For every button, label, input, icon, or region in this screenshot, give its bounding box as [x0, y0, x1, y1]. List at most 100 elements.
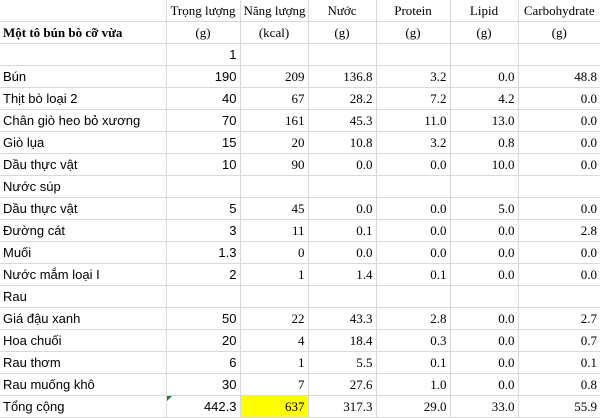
weight-value[interactable]: 20	[166, 329, 241, 352]
water-value[interactable]: 136.8	[308, 65, 377, 88]
ingredient-name[interactable]: Dầu thực vật	[0, 153, 167, 176]
ingredient-name[interactable]: Rau thơm	[0, 351, 167, 374]
weight-value[interactable]: 15	[166, 131, 241, 154]
energy-value[interactable]: 0	[240, 241, 309, 264]
ingredient-name[interactable]: Chân giò heo bỏ xương	[0, 109, 167, 132]
col-header-protein[interactable]: Protein	[376, 0, 451, 22]
cell-blank[interactable]	[450, 175, 519, 198]
col-header-energy[interactable]: Năng lượng	[240, 0, 309, 22]
section-title-soup[interactable]: Nước súp	[0, 175, 167, 198]
dish-label[interactable]: Một tô bún bò cỡ vừa	[0, 21, 167, 44]
weight-value[interactable]: 50	[166, 307, 241, 330]
protein-value[interactable]: 11.0	[376, 109, 451, 132]
water-value[interactable]: 1.4	[308, 263, 377, 286]
energy-value[interactable]: 67	[240, 87, 309, 110]
carb-value[interactable]: 0.0	[518, 153, 600, 176]
ingredient-name[interactable]: Thịt bò loại 2	[0, 87, 167, 110]
cell-blank[interactable]	[166, 285, 241, 308]
protein-value[interactable]: 3.2	[376, 131, 451, 154]
total-water[interactable]: 317.3	[308, 395, 377, 418]
lipid-value[interactable]: 10.0	[450, 153, 519, 176]
water-value[interactable]: 18.4	[308, 329, 377, 352]
cell-blank[interactable]	[166, 175, 241, 198]
total-protein[interactable]: 29.0	[376, 395, 451, 418]
lipid-value[interactable]: 0.0	[450, 373, 519, 396]
water-value[interactable]: 5.5	[308, 351, 377, 374]
cell-blank[interactable]	[240, 285, 309, 308]
ingredient-name[interactable]: Giò lụa	[0, 131, 167, 154]
portion-count[interactable]: 1	[166, 43, 241, 66]
water-value[interactable]: 43.3	[308, 307, 377, 330]
cell-blank[interactable]	[240, 43, 309, 66]
total-lipid[interactable]: 33.0	[450, 395, 519, 418]
section-title-vegetables[interactable]: Rau	[0, 285, 167, 308]
ingredient-name[interactable]: Bún	[0, 65, 167, 88]
carb-value[interactable]: 0.0	[518, 241, 600, 264]
weight-value[interactable]: 10	[166, 153, 241, 176]
cell-blank[interactable]	[450, 43, 519, 66]
lipid-value[interactable]: 0.0	[450, 307, 519, 330]
unit-water[interactable]: (g)	[308, 21, 377, 44]
ingredient-name[interactable]: Hoa chuối	[0, 329, 167, 352]
col-header-water[interactable]: Nước	[308, 0, 377, 22]
energy-value[interactable]: 4	[240, 329, 309, 352]
protein-value[interactable]: 2.8	[376, 307, 451, 330]
energy-value[interactable]: 209	[240, 65, 309, 88]
carb-value[interactable]: 2.7	[518, 307, 600, 330]
protein-value[interactable]: 7.2	[376, 87, 451, 110]
protein-value[interactable]: 0.0	[376, 153, 451, 176]
lipid-value[interactable]: 0.0	[450, 65, 519, 88]
total-label[interactable]: Tổng cộng	[0, 395, 167, 418]
unit-lipid[interactable]: (g)	[450, 21, 519, 44]
weight-value[interactable]: 1.3	[166, 241, 241, 264]
unit-carbohydrate[interactable]: (g)	[518, 21, 600, 44]
protein-value[interactable]: 0.3	[376, 329, 451, 352]
cell-blank[interactable]	[518, 285, 600, 308]
weight-value[interactable]: 3	[166, 219, 241, 242]
energy-value[interactable]: 11	[240, 219, 309, 242]
ingredient-name[interactable]: Muối	[0, 241, 167, 264]
lipid-value[interactable]: 4.2	[450, 87, 519, 110]
unit-protein[interactable]: (g)	[376, 21, 451, 44]
ingredient-name[interactable]: Dầu thực vật	[0, 197, 167, 220]
water-value[interactable]: 0.1	[308, 219, 377, 242]
cell-blank[interactable]	[240, 175, 309, 198]
lipid-value[interactable]: 0.8	[450, 131, 519, 154]
protein-value[interactable]: 0.1	[376, 351, 451, 374]
weight-value[interactable]: 70	[166, 109, 241, 132]
ingredient-name[interactable]: Nước mắm loại I	[0, 263, 167, 286]
lipid-value[interactable]: 0.0	[450, 351, 519, 374]
total-carb[interactable]: 55.9	[518, 395, 600, 418]
lipid-value[interactable]: 13.0	[450, 109, 519, 132]
water-value[interactable]: 0.0	[308, 153, 377, 176]
ingredient-name[interactable]: Đường cát	[0, 219, 167, 242]
cell-blank[interactable]	[518, 43, 600, 66]
energy-value[interactable]: 161	[240, 109, 309, 132]
cell-blank[interactable]	[0, 0, 167, 22]
weight-value[interactable]: 6	[166, 351, 241, 374]
lipid-value[interactable]: 0.0	[450, 241, 519, 264]
cell-blank[interactable]	[308, 285, 377, 308]
energy-value[interactable]: 22	[240, 307, 309, 330]
weight-value[interactable]: 190	[166, 65, 241, 88]
energy-value[interactable]: 1	[240, 351, 309, 374]
water-value[interactable]: 45.3	[308, 109, 377, 132]
unit-weight[interactable]: (g)	[166, 21, 241, 44]
lipid-value[interactable]: 5.0	[450, 197, 519, 220]
energy-value[interactable]: 7	[240, 373, 309, 396]
carb-value[interactable]: 48.8	[518, 65, 600, 88]
weight-value[interactable]: 5	[166, 197, 241, 220]
cell-blank[interactable]	[450, 285, 519, 308]
col-header-weight[interactable]: Trọng lượng	[166, 0, 241, 22]
lipid-value[interactable]: 0.0	[450, 329, 519, 352]
energy-value[interactable]: 90	[240, 153, 309, 176]
cell-blank[interactable]	[376, 43, 451, 66]
cell-blank[interactable]	[376, 175, 451, 198]
carb-value[interactable]: 0.0	[518, 131, 600, 154]
cell-blank[interactable]	[308, 175, 377, 198]
ingredient-name[interactable]: Giá đậu xanh	[0, 307, 167, 330]
weight-value[interactable]: 40	[166, 87, 241, 110]
water-value[interactable]: 0.0	[308, 241, 377, 264]
protein-value[interactable]: 0.1	[376, 263, 451, 286]
energy-value[interactable]: 1	[240, 263, 309, 286]
